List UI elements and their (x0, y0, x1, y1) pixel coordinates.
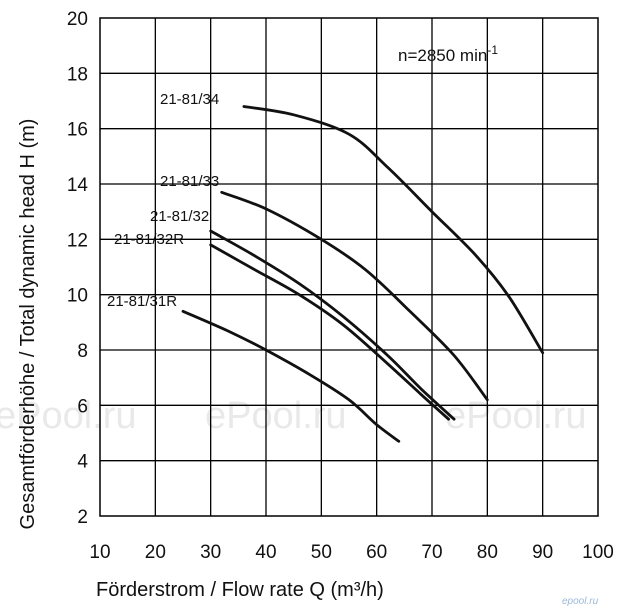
curve-label: 21-81/32 (150, 208, 209, 225)
curve-label: 21-81/33 (160, 173, 219, 190)
x-tick-label: 70 (421, 542, 442, 563)
y-tick-label: 2 (77, 507, 88, 528)
speed-annotation-text: n=2850 min (398, 46, 487, 65)
y-tick-label: 20 (67, 9, 88, 30)
y-tick-label: 6 (77, 396, 88, 417)
plot-area-frame (99, 17, 599, 517)
grid-lines (100, 18, 598, 516)
y-tick-label: 18 (67, 64, 88, 85)
y-tick-label: 12 (67, 230, 88, 251)
curve-labels: 21-81/34 21-81/33 21-81/32 21-81/32R 21-81/3… (107, 91, 219, 310)
curve-21-81-33 (220, 190, 489, 402)
curve-21-81-32 (209, 229, 456, 421)
x-tick-label: 100 (582, 542, 614, 563)
x-tick-label: 60 (366, 542, 387, 563)
x-tick-label: 90 (532, 542, 553, 563)
y-tick-label: 14 (67, 175, 89, 196)
curve-label: 21-81/32R (114, 231, 184, 248)
x-axis-label: Förderstrom / Flow rate Q (m³/h) (96, 579, 384, 601)
y-tick-label: 8 (77, 341, 88, 362)
curve-21-81-34 (242, 105, 545, 355)
watermark-text: ePool.ru (0, 395, 137, 437)
x-tick-label: 80 (477, 542, 498, 563)
x-tick-label: 20 (145, 542, 166, 563)
x-tick-label: 50 (311, 542, 332, 563)
x-axis-tick-labels: 10 20 30 40 50 60 70 80 90 100 (89, 542, 613, 563)
y-tick-label: 16 (67, 120, 88, 141)
curve-21-81-32R (209, 243, 450, 421)
x-tick-label: 10 (89, 542, 110, 563)
speed-annotation: n=2850 min-1 (398, 43, 498, 65)
x-tick-label: 40 (255, 542, 276, 563)
speed-annotation-superscript: -1 (487, 43, 498, 57)
x-tick-label: 30 (200, 542, 221, 563)
watermark-text: ePool.ru (205, 395, 347, 437)
pump-curves (181, 105, 545, 443)
curve-label: 21-81/31R (107, 293, 177, 310)
y-axis-label: Gesamtförderhöhe / Total dynamic head H … (17, 119, 39, 530)
y-axis-tick-labels: 2 4 6 8 10 12 14 16 18 20 (67, 9, 89, 528)
watermark-layer: ePool.ru ePool.ru ePool.ru epool.ru (0, 395, 599, 607)
curve-label: 21-81/34 (160, 91, 219, 108)
curve-21-81-31R (181, 309, 401, 443)
y-tick-label: 4 (77, 452, 88, 473)
y-tick-label: 10 (67, 286, 88, 307)
watermark-text: ePool.ru (445, 395, 587, 437)
watermark-small-text: epool.ru (562, 596, 599, 607)
